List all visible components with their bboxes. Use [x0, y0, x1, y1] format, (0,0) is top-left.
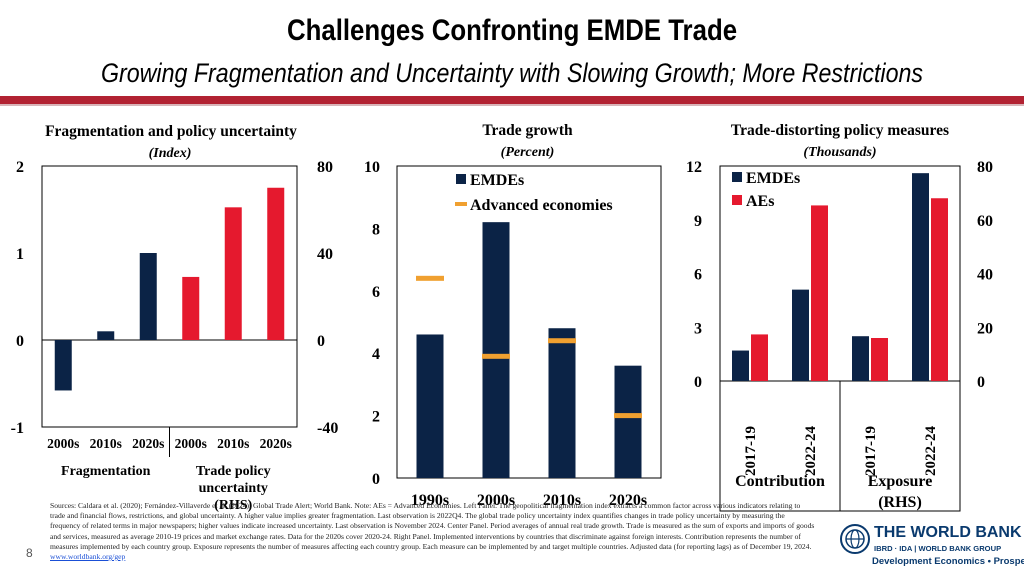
ae-marker [548, 338, 576, 344]
logo-name: THE WORLD BANK [874, 524, 1022, 541]
ae-bar [811, 205, 828, 381]
ae-bar [751, 334, 768, 381]
y-tick-label: 0 [16, 333, 24, 350]
legend-emde-label: EMDEs [746, 170, 800, 187]
y-tick-label: 9 [694, 213, 702, 230]
world-bank-logo: THE WORLD BANK IBRD · IDA | WORLD BANK G… [836, 520, 1024, 576]
logo-dept: Development Economics • Prospects [872, 556, 1024, 567]
center-panel-title: Trade growth [482, 122, 573, 139]
x-tick-label: 2020s [260, 436, 292, 451]
uncertainty-bar [182, 276, 200, 340]
y-tick-label: 0 [372, 471, 380, 488]
y-tick-label: 6 [694, 267, 702, 284]
legend-emde-swatch [732, 172, 742, 182]
x-tick-label: 2010s [217, 436, 249, 451]
emde-bar [852, 336, 869, 381]
y2-tick-label: -40 [317, 420, 338, 437]
title-divider [0, 96, 1024, 106]
y-tick-label: 1 [16, 246, 24, 263]
group-label-exposure-rhs: (RHS) [878, 494, 922, 511]
ae-marker [614, 413, 642, 419]
right-panel-unit: (Thousands) [803, 145, 877, 160]
group-label-uncertainty: uncertainty [199, 481, 268, 496]
x-tick-label: 2017-19 [743, 426, 759, 476]
y-tick-label: 3 [694, 320, 702, 337]
legend-ae-label: Advanced economies [470, 197, 613, 214]
y-tick-label: 0 [694, 374, 702, 391]
globe-icon [840, 524, 870, 554]
slide-title: Challenges Confronting EMDE Trade [286, 14, 738, 47]
category-frame [719, 380, 961, 512]
emde-bar [614, 365, 642, 478]
group-label-contribution: Contribution [735, 473, 825, 490]
y2-tick-label: 40 [977, 267, 993, 284]
group-label-exposure: Exposure [868, 473, 933, 490]
y-tick-label: 10 [364, 159, 380, 176]
group-label-uncertainty: Trade policy [196, 464, 271, 479]
legend-emde-label: EMDEs [470, 172, 524, 189]
plot-frame [719, 165, 961, 382]
fragmentation-bar [54, 340, 72, 391]
y2-tick-label: 0 [977, 374, 985, 391]
plot-frame [396, 165, 662, 479]
emde-bar [416, 334, 444, 478]
sources-note: Sources: Caldara et al. (2020); Fernánde… [50, 501, 815, 562]
y2-tick-label: 60 [977, 213, 993, 230]
right-panel-title: Trade-distorting policy measures [730, 122, 950, 139]
uncertainty-bar [224, 207, 242, 340]
ae-marker [416, 275, 444, 281]
page-number: 8 [26, 546, 33, 560]
emde-bar [912, 173, 929, 381]
ae-bar [931, 198, 948, 381]
emde-bar [548, 328, 576, 478]
sources-link[interactable]: www.worldbank.org/gep [50, 552, 126, 562]
left-panel-title: Fragmentation and policy uncertainty [45, 123, 297, 140]
y2-tick-label: 40 [317, 246, 333, 263]
center-panel-unit: (Percent) [500, 145, 555, 160]
fragmentation-bar [139, 253, 157, 340]
slide-subtitle: Growing Fragmentation and Uncertainty wi… [100, 58, 924, 88]
x-tick-label: 2000s [47, 436, 79, 451]
y-tick-label: 4 [372, 346, 380, 363]
sources-text: Sources: Caldara et al. (2020); Fernánde… [50, 501, 815, 551]
fragmentation-bar [97, 331, 115, 340]
y-tick-label: 2 [372, 409, 380, 426]
ae-marker [482, 353, 510, 359]
ae-bar [871, 338, 888, 381]
plot-frame [41, 165, 298, 428]
legend-ae-swatch [732, 195, 742, 205]
emde-bar [792, 289, 809, 381]
emde-bar [732, 350, 749, 381]
y2-tick-label: 20 [977, 320, 993, 337]
x-tick-label: 2000s [175, 436, 207, 451]
emde-bar [482, 222, 510, 478]
x-tick-label: 2017-19 [863, 426, 879, 476]
y2-tick-label: 0 [317, 333, 325, 350]
x-tick-label: 2020s [132, 436, 164, 451]
uncertainty-bar [267, 187, 285, 340]
y-tick-label: -1 [11, 420, 24, 437]
left-panel-unit: (Index) [148, 146, 192, 161]
y2-tick-label: 80 [977, 159, 993, 176]
legend-emde-swatch [456, 174, 466, 184]
x-tick-label: 2022-24 [803, 426, 819, 476]
y-tick-label: 6 [372, 284, 380, 301]
y-tick-label: 12 [686, 159, 702, 176]
legend-ae-swatch [455, 202, 467, 206]
y-tick-label: 2 [16, 159, 24, 176]
logo-sub: IBRD · IDA | WORLD BANK GROUP [874, 544, 1002, 553]
y2-tick-label: 80 [317, 159, 333, 176]
y-tick-label: 8 [372, 221, 380, 238]
x-tick-label: 2022-24 [923, 426, 939, 476]
legend-ae-label: AEs [746, 193, 774, 210]
x-tick-label: 2010s [90, 436, 122, 451]
group-label-fragmentation: Fragmentation [61, 464, 151, 479]
